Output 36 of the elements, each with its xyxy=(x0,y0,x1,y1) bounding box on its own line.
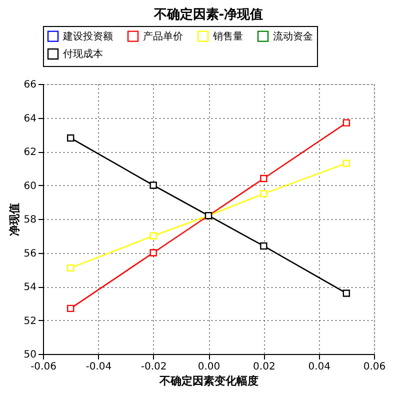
legend-label: 流动资金 xyxy=(273,30,313,42)
point xyxy=(66,264,74,272)
y-tick-label: 50 xyxy=(24,350,36,360)
y-tick-label: 60 xyxy=(24,180,36,192)
chart-title: 不确定因素-净现值 xyxy=(152,6,264,22)
y-tick-label: 56 xyxy=(24,248,36,260)
y-tick-label: 54 xyxy=(24,282,36,293)
y-tick-label: 58 xyxy=(24,214,36,226)
legend-label: 产品单价 xyxy=(143,30,183,42)
legend-label: 建设投资额 xyxy=(62,30,113,42)
point xyxy=(342,290,350,297)
x-tick-label: -0.04 xyxy=(86,362,112,372)
point xyxy=(342,119,350,126)
y-axis-title: 净现值 xyxy=(8,203,21,236)
x-tick-label: -0.02 xyxy=(140,362,167,372)
point xyxy=(150,182,157,189)
y-tick-label: 52 xyxy=(24,316,36,327)
y-tick-label: 62 xyxy=(24,147,36,158)
point xyxy=(66,134,74,142)
legend-label: 付现成本 xyxy=(63,48,103,60)
x-tick-label: 0.06 xyxy=(363,362,386,372)
x-tick-label: 0.00 xyxy=(198,362,220,372)
point xyxy=(150,232,157,240)
x-axis-title: 不确定因素变化幅度 xyxy=(158,374,258,388)
y-tick-label: 64 xyxy=(24,113,36,124)
legend-label: 销售量 xyxy=(212,30,243,42)
point xyxy=(260,174,268,182)
x-tick-label: -0.06 xyxy=(30,362,56,372)
point xyxy=(66,304,74,312)
x-tick-label: 0.04 xyxy=(308,362,330,372)
point xyxy=(150,249,157,256)
point xyxy=(260,190,268,198)
point xyxy=(342,160,350,167)
x-tick-label: 0.02 xyxy=(253,362,276,372)
point xyxy=(260,242,268,250)
y-tick-label: 66 xyxy=(24,80,36,90)
